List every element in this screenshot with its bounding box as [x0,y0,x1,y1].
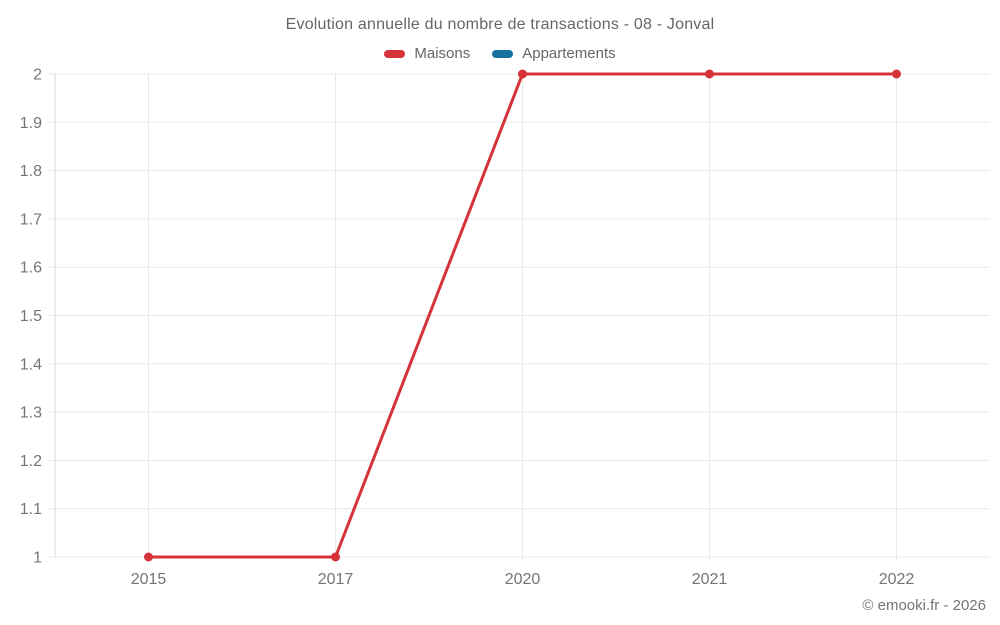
y-tick-label: 1.5 [20,308,42,325]
y-tick-label: 1.7 [20,211,42,228]
data-point-maisons [892,69,901,79]
chart-title: Evolution annuelle du nombre de transact… [285,16,715,33]
y-tick-label: 1.6 [20,260,42,277]
x-tick-label: 2017 [318,571,354,588]
legend-label-maisons: Maisons [414,45,471,62]
legend-item-appartements[interactable]: Appartements [492,45,616,62]
data-point-maisons [518,69,527,79]
x-tick-label: 2020 [505,571,541,588]
y-tick-label: 1.9 [20,115,42,132]
x-tick-label: 2021 [692,571,728,588]
y-tick-label: 1.2 [20,453,42,470]
legend: Maisons Appartements [0,45,1000,62]
y-tick-label: 1.4 [20,356,42,373]
data-point-maisons [705,69,714,79]
y-tick-label: 1.1 [20,501,42,518]
legend-swatch-maisons-icon [384,49,406,58]
y-tick-label: 2 [33,67,42,84]
y-tick-label: 1 [33,550,42,567]
y-tick-label: 1.3 [20,405,42,422]
legend-swatch-appartements-icon [492,49,514,58]
copyright-text: © emooki.fr - 2026 [862,597,986,614]
x-tick-label: 2015 [131,571,167,588]
y-tick-label: 1.8 [20,163,42,180]
legend-label-appartements: Appartements [522,45,616,62]
data-point-maisons [144,552,153,562]
legend-item-maisons[interactable]: Maisons [384,45,470,62]
x-tick-label: 2022 [879,571,915,588]
data-point-maisons [331,552,340,562]
